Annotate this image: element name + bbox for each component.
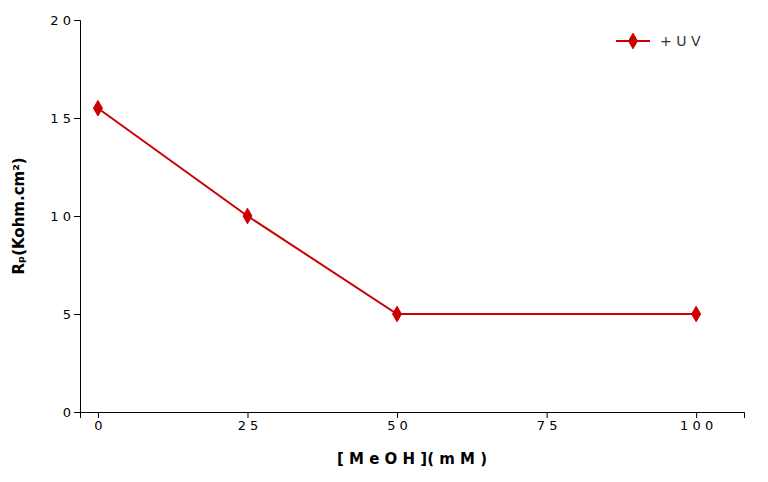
legend: + U V <box>616 33 701 49</box>
tick-label: 2 5 <box>238 418 259 433</box>
legend-label: + U V <box>660 33 701 49</box>
marker <box>393 306 402 322</box>
tick: 2 0 <box>50 13 80 28</box>
tick: 1 0 0 <box>680 412 713 433</box>
tick: 5 <box>63 307 80 322</box>
tick: 2 5 <box>238 412 259 433</box>
axis-line <box>81 413 745 419</box>
tick: 1 5 <box>50 111 80 126</box>
tick-label: 5 0 <box>387 418 408 433</box>
tick-mark <box>74 20 80 21</box>
tick-mark <box>74 314 80 315</box>
tick-mark <box>547 412 548 418</box>
tick: 7 5 <box>537 412 558 433</box>
marks <box>93 100 700 321</box>
tick-label: 5 <box>63 307 71 322</box>
marker <box>243 208 252 224</box>
tick-mark <box>74 118 80 119</box>
x-axis: 0 2 5 5 0 7 5 1 0 0 <box>81 412 745 433</box>
y-axis: 0 5 1 0 1 5 2 0 <box>50 13 80 420</box>
tick-label: 1 5 <box>50 111 71 126</box>
tick: 1 0 <box>50 209 80 224</box>
legend-item: + U V <box>616 33 701 49</box>
x-axis-title: [ M e O H ]( m M ) <box>337 450 487 468</box>
tick-mark <box>696 412 697 418</box>
tick-label: 7 5 <box>537 418 558 433</box>
tick-label: 1 0 0 <box>680 418 713 433</box>
tick: 0 <box>63 405 80 420</box>
tick: 0 <box>94 412 102 433</box>
tick-mark <box>397 412 398 418</box>
tick-label: 0 <box>94 418 102 433</box>
plot: 0 2 5 5 0 7 5 1 0 0 0 5 1 0 1 5 2 0 + U V <box>50 13 744 434</box>
tick-label: 0 <box>63 405 71 420</box>
marker <box>692 306 701 322</box>
chart: 0 2 5 5 0 7 5 1 0 0 0 5 1 0 1 5 2 0 + U V [ M e O H… <box>0 0 768 482</box>
tick: 5 0 <box>387 412 408 433</box>
y-axis-title: Rₚ(Kohm.cm²) <box>10 157 28 274</box>
tick-label: 2 0 <box>50 13 71 28</box>
tick-label: 1 0 <box>50 209 71 224</box>
tick-mark <box>74 216 80 217</box>
marker <box>93 100 102 116</box>
legend-marker <box>629 33 638 49</box>
line <box>98 108 696 314</box>
tick-mark <box>247 412 248 418</box>
axis-line <box>74 21 81 413</box>
tick-mark <box>98 412 99 418</box>
tick-mark <box>74 412 80 413</box>
